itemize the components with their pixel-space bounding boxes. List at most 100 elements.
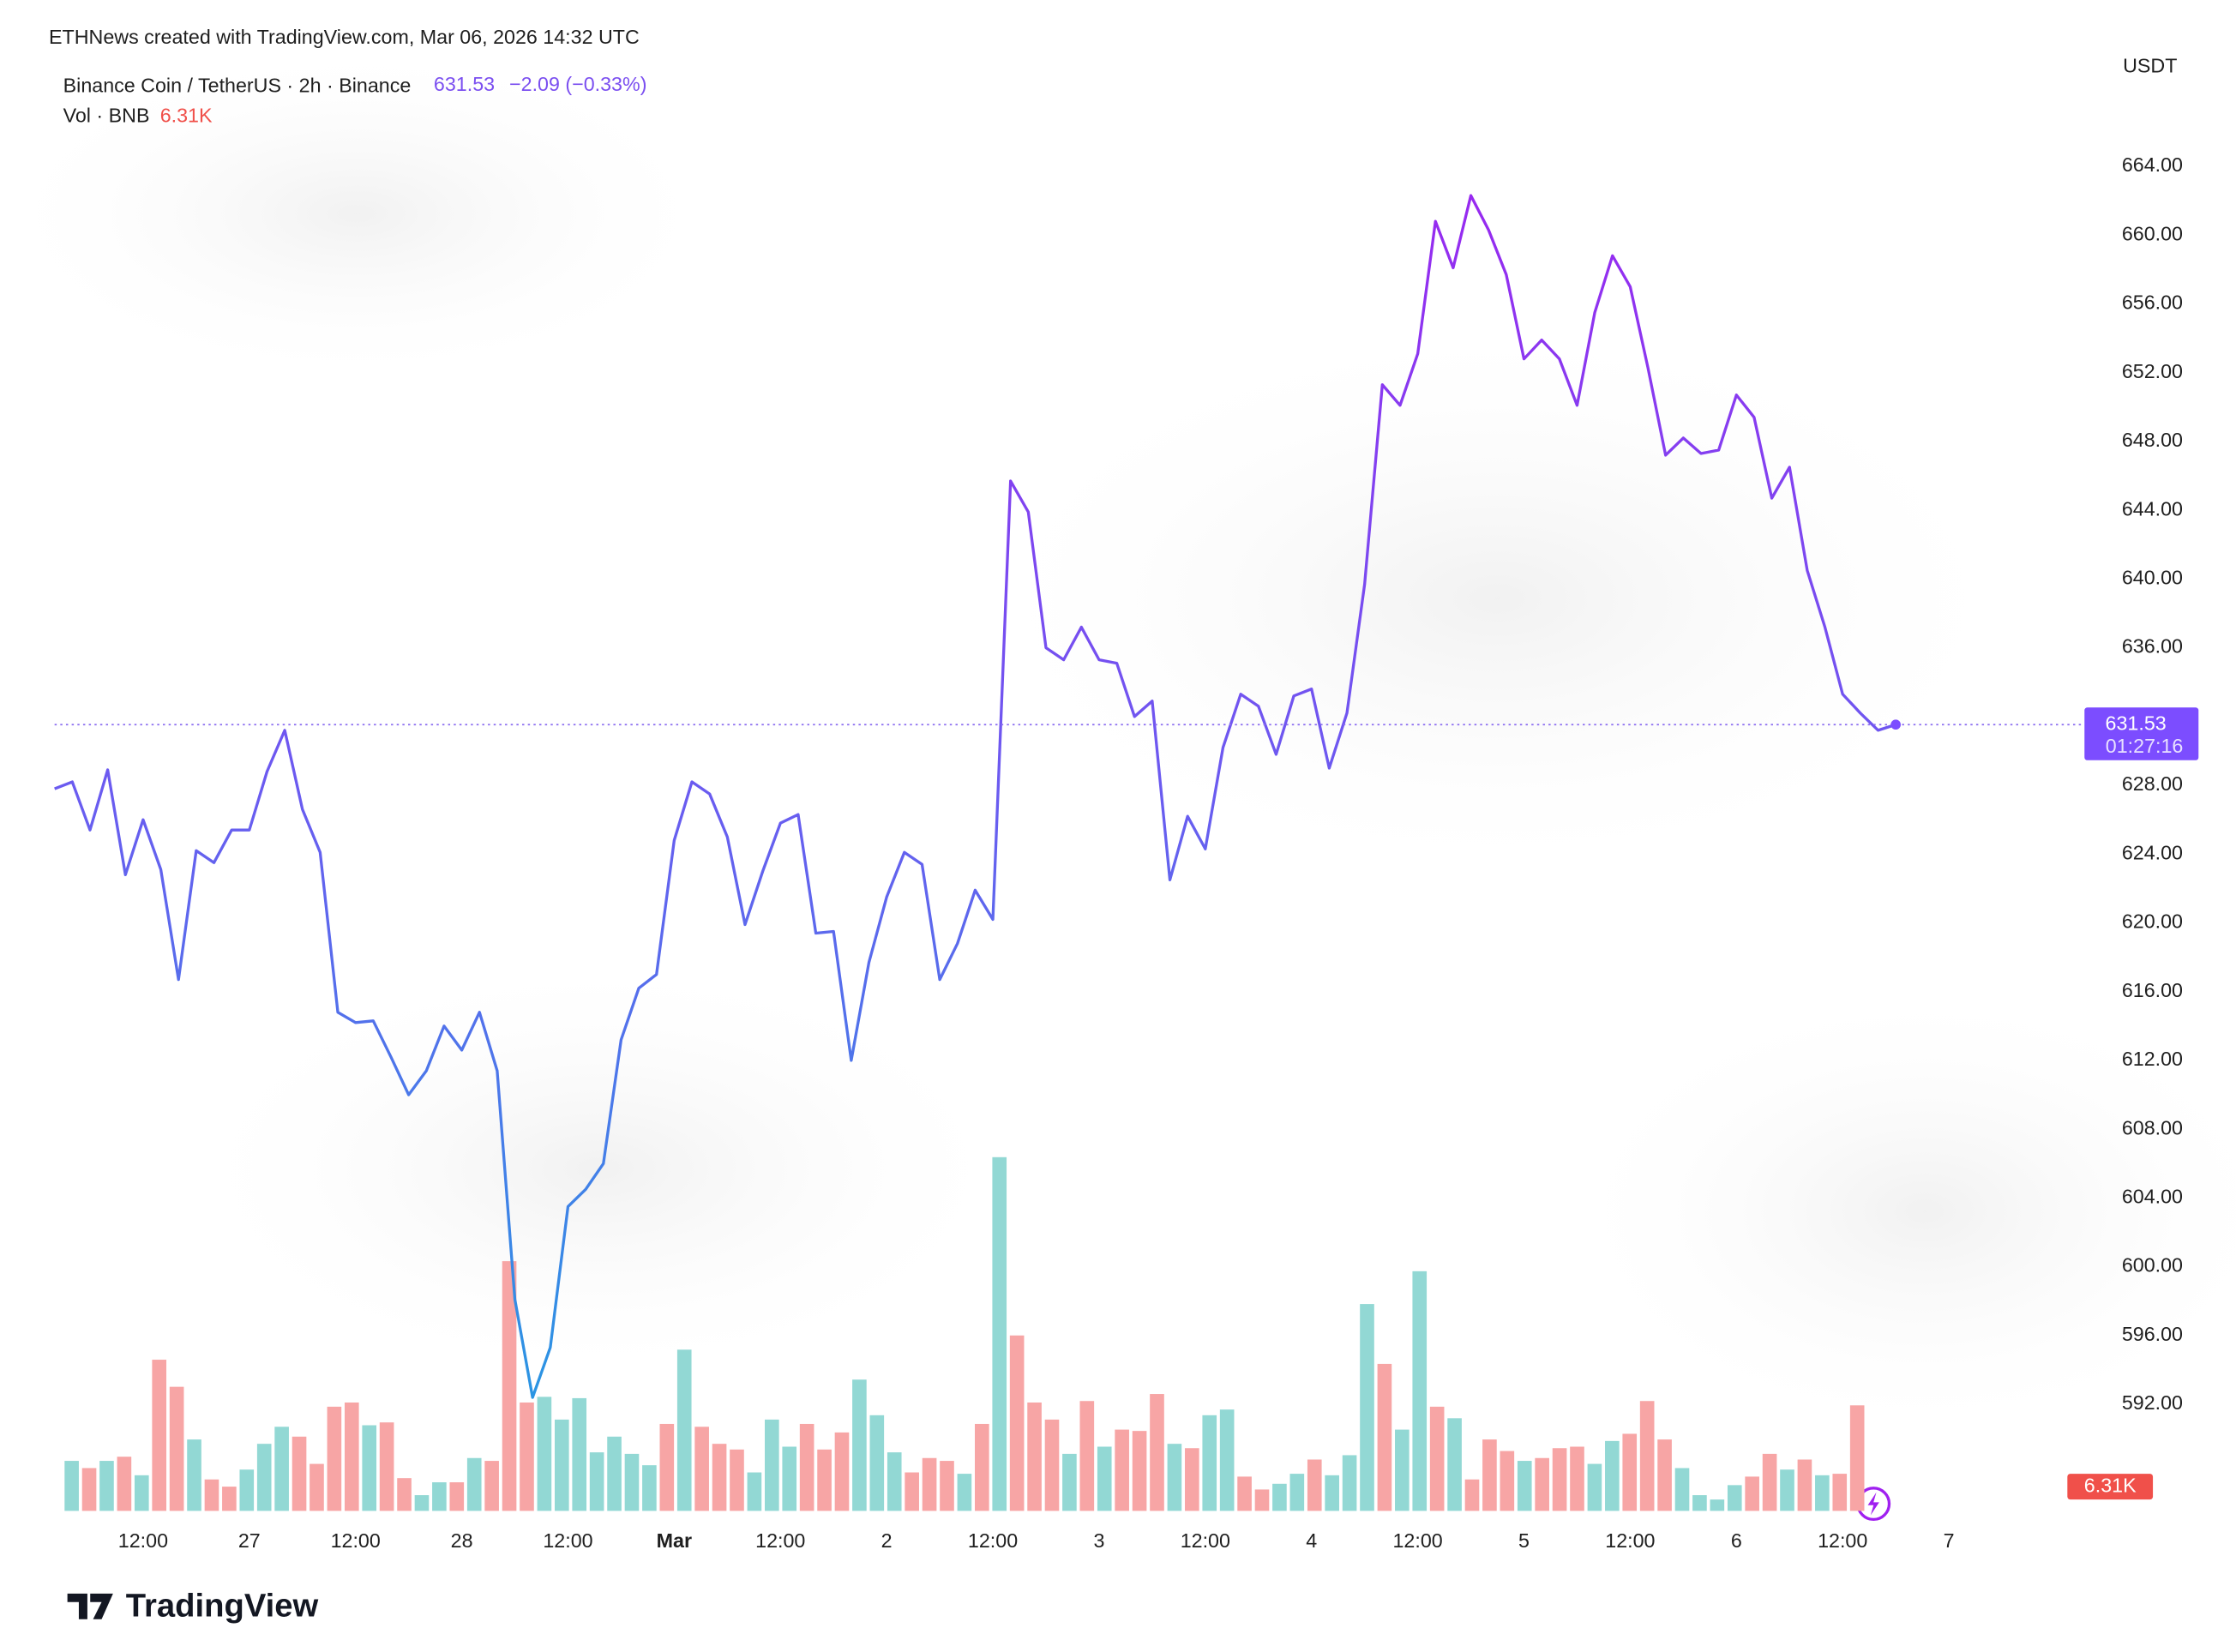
volume-bar	[466, 1457, 482, 1511]
volume-bar	[432, 1482, 447, 1511]
volume-bar	[957, 1474, 972, 1511]
x-tick-label: 12:00	[1181, 1529, 1230, 1552]
volume-bar	[1185, 1448, 1199, 1511]
volume-bar	[1429, 1406, 1445, 1511]
volume-bar	[449, 1482, 465, 1511]
volume-bar	[1762, 1453, 1777, 1511]
volume-bar	[1657, 1439, 1672, 1511]
volume-bar	[1815, 1475, 1830, 1511]
volume-bar	[730, 1449, 744, 1511]
volume-bar	[1535, 1457, 1549, 1511]
legend-change: −2.09 (−0.33%)	[509, 73, 646, 95]
volume-bar	[1500, 1451, 1515, 1511]
volume-bar	[81, 1468, 97, 1511]
logo: TradingView	[67, 1588, 319, 1625]
y-tick-label: 620.00	[2122, 910, 2183, 933]
volume-bar	[1062, 1453, 1077, 1511]
volume-bar	[1307, 1459, 1322, 1511]
x-tick-label: Mar	[657, 1529, 692, 1552]
last-price-label: 631.53	[2106, 712, 2167, 734]
y-tick-label: 660.00	[2122, 222, 2183, 244]
y-tick-label: 608.00	[2122, 1116, 2183, 1138]
x-tick-label: 7	[1944, 1529, 1955, 1552]
volume-bar	[414, 1495, 430, 1511]
volume-bar	[975, 1423, 989, 1511]
volume-bar	[1237, 1476, 1252, 1511]
y-tick-label: 592.00	[2122, 1391, 2183, 1414]
volume-bar	[1150, 1394, 1164, 1511]
volume-bar	[379, 1422, 394, 1511]
volume-bar	[1710, 1499, 1725, 1511]
volume-bar	[1115, 1429, 1129, 1511]
volume-bar	[1395, 1429, 1410, 1511]
volume-bar	[1639, 1401, 1655, 1511]
volume-bar	[922, 1457, 937, 1511]
flash-icon[interactable]	[1856, 1487, 1891, 1522]
volume-bar	[239, 1469, 255, 1511]
volume-legend-value: 6.31K	[160, 104, 213, 126]
volume-bar	[1342, 1455, 1357, 1511]
volume-bar	[484, 1461, 499, 1511]
x-tick-label: 4	[1306, 1529, 1317, 1552]
volume-bar	[1097, 1446, 1112, 1511]
y-axis-unit: USDT	[2123, 54, 2177, 76]
volume-bar	[64, 1461, 79, 1511]
volume-bar	[256, 1444, 272, 1511]
volume-bar	[554, 1419, 569, 1511]
volume-bar	[1849, 1405, 1865, 1511]
volume-bar	[327, 1406, 342, 1511]
volume-last-label: 6.31K	[2084, 1474, 2137, 1496]
volume-bar	[1797, 1459, 1812, 1511]
x-tick-label: 3	[1093, 1529, 1104, 1552]
volume-bar	[1587, 1463, 1602, 1511]
credit: ETHNews created with TradingView.com, Ma…	[49, 26, 640, 48]
volume-bar	[589, 1452, 604, 1511]
last-price-box	[2084, 707, 2199, 760]
volume-bar	[852, 1379, 867, 1511]
x-tick-label: 12:00	[1605, 1529, 1655, 1552]
volume-bar	[764, 1419, 779, 1511]
volume-bar	[607, 1436, 622, 1511]
volume-bar	[747, 1472, 762, 1511]
volume-bar	[1552, 1448, 1567, 1511]
volume-bar	[572, 1397, 587, 1511]
y-tick-label: 652.00	[2122, 360, 2183, 382]
x-tick-label: 6	[1731, 1529, 1742, 1552]
y-tick-label: 596.00	[2122, 1323, 2183, 1345]
flash-glyph	[1867, 1492, 1879, 1516]
volume-bar	[1254, 1489, 1270, 1511]
volume-bar	[99, 1461, 114, 1511]
volume-bar	[659, 1423, 675, 1511]
last-point	[1890, 719, 1901, 730]
x-tick-label: 12:00	[543, 1529, 592, 1552]
logo-text: TradingView	[126, 1588, 319, 1625]
volume-bar	[1832, 1474, 1848, 1511]
volume-bar	[1447, 1418, 1462, 1511]
volume-bar	[344, 1402, 359, 1511]
volume-bar	[1412, 1271, 1428, 1511]
volume-bar	[222, 1487, 237, 1511]
x-tick-label: 12:00	[968, 1529, 1018, 1552]
volume-bar	[169, 1386, 184, 1511]
countdown-label: 01:27:16	[2106, 735, 2184, 757]
y-tick-label: 656.00	[2122, 291, 2183, 314]
volume-bar	[204, 1479, 219, 1511]
price-line	[54, 194, 1896, 1399]
y-tick-label: 648.00	[2122, 429, 2183, 451]
volume-legend-name: Vol · BNB	[63, 104, 150, 126]
volume-bar	[1219, 1409, 1235, 1511]
x-tick-label: 12:00	[331, 1529, 381, 1552]
volume-bar	[1780, 1469, 1794, 1511]
volume-bar	[869, 1415, 885, 1511]
volume-bar	[1605, 1440, 1620, 1511]
volume-bar	[1464, 1479, 1480, 1511]
y-tick-label: 624.00	[2122, 841, 2183, 863]
volume-bar	[1132, 1431, 1147, 1511]
volume-bar	[1079, 1401, 1095, 1511]
volume-bar	[1570, 1446, 1584, 1511]
y-tick-label: 612.00	[2122, 1048, 2183, 1070]
volume-bar	[642, 1465, 657, 1511]
y-tick-label: 644.00	[2122, 497, 2183, 520]
